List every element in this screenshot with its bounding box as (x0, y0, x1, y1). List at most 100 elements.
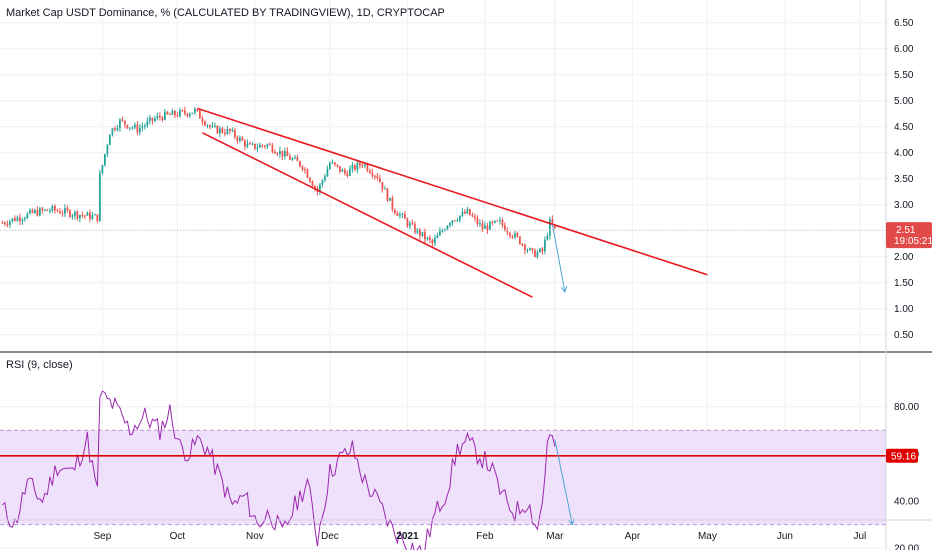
time-tick-label: Dec (321, 531, 339, 542)
candle-body (39, 208, 41, 216)
candle-body (244, 140, 246, 147)
candle-body (379, 178, 381, 183)
drawings[interactable] (0, 107, 886, 298)
rsi-line[interactable] (2, 390, 556, 550)
candle-body (526, 249, 529, 251)
candle-body (294, 157, 296, 159)
candle-body (14, 218, 16, 222)
candle-body (71, 215, 74, 217)
candle-body (26, 213, 29, 219)
candle-body (369, 170, 371, 173)
candle-body (509, 232, 511, 237)
candle-body (89, 212, 91, 220)
candle-body (254, 143, 256, 149)
price-tick-label: 1.50 (894, 278, 914, 289)
candle-body (171, 110, 174, 115)
candle-body (151, 117, 154, 121)
candle-body (321, 180, 324, 185)
candle-body (389, 197, 391, 201)
candle-body (149, 117, 151, 121)
candle-body (109, 134, 111, 146)
candle-body (246, 143, 249, 147)
candle-body (329, 163, 331, 170)
candle-body (231, 129, 234, 132)
candle-body (459, 215, 461, 221)
candle-body (349, 168, 351, 176)
candle-body (64, 208, 66, 214)
candle-body (179, 110, 181, 117)
candle-body (354, 165, 356, 170)
candle-body (511, 236, 514, 238)
candle-body (104, 153, 106, 165)
candle-body (536, 252, 539, 257)
candle-body (276, 153, 279, 155)
candle-body (176, 115, 179, 117)
bar-countdown: 19:05:21 (894, 236, 932, 247)
candle-body (351, 165, 354, 169)
candle-body (516, 233, 519, 237)
candle-body (489, 221, 491, 230)
candle-body (94, 214, 96, 216)
candle-body (21, 219, 24, 221)
candle-body (469, 208, 471, 216)
price-tick-label: 3.50 (894, 174, 914, 185)
candle-body (551, 219, 554, 225)
candle-body (136, 124, 139, 133)
candle-body (304, 169, 306, 171)
rsi-projection-arrow[interactable] (554, 439, 573, 525)
candle-body (396, 212, 399, 216)
candle-body (394, 209, 396, 213)
time-tick-label: Apr (625, 531, 641, 542)
candle-body (234, 129, 236, 138)
candle-body (356, 162, 359, 170)
candle-body (141, 126, 144, 128)
candle-body (401, 213, 404, 215)
candle-body (521, 244, 524, 246)
candle-body (504, 225, 506, 231)
candle-body (416, 229, 419, 233)
candles[interactable] (1, 106, 556, 259)
candle-body (241, 137, 244, 141)
candle-body (214, 125, 216, 127)
candle-body (339, 166, 341, 172)
time-tick-label: Jul (854, 531, 867, 542)
time-tick-label: May (698, 531, 717, 542)
trendline-upper[interactable] (197, 107, 708, 276)
candle-body (366, 164, 369, 171)
candle-body (111, 128, 114, 135)
candle-body (344, 169, 346, 174)
candle-body (114, 128, 116, 130)
price-projection-arrow[interactable] (551, 224, 566, 293)
rsi-pane[interactable] (0, 390, 886, 550)
rsi-band-fill (0, 430, 886, 525)
candle-body (144, 125, 146, 127)
trendline-lower[interactable] (202, 132, 533, 298)
candle-body (336, 164, 339, 167)
last-price-badge[interactable] (886, 222, 932, 249)
rsi-value-badge[interactable] (886, 448, 918, 463)
candle-body (391, 197, 394, 210)
candle-body (226, 129, 229, 134)
candle-body (534, 250, 536, 257)
candle-body (456, 220, 459, 222)
candle-body (46, 209, 49, 211)
candle-body (386, 188, 389, 201)
candle-body (406, 218, 409, 226)
candle-body (31, 209, 34, 213)
candle-body (154, 118, 156, 121)
candle-body (61, 213, 64, 215)
candle-body (156, 115, 159, 119)
candle-body (374, 175, 376, 177)
candle-body (364, 164, 366, 166)
candle-body (86, 212, 89, 216)
rsi-value: 59.16 (891, 451, 916, 462)
candle-body (324, 176, 326, 181)
candle-body (454, 220, 456, 222)
candle-body (499, 219, 501, 222)
rsi-band (0, 429, 886, 526)
candle-body (346, 173, 349, 176)
time-tick-label: Jun (777, 531, 793, 542)
candle-body (471, 215, 474, 217)
candle-body (441, 230, 444, 232)
candle-body (419, 229, 421, 236)
